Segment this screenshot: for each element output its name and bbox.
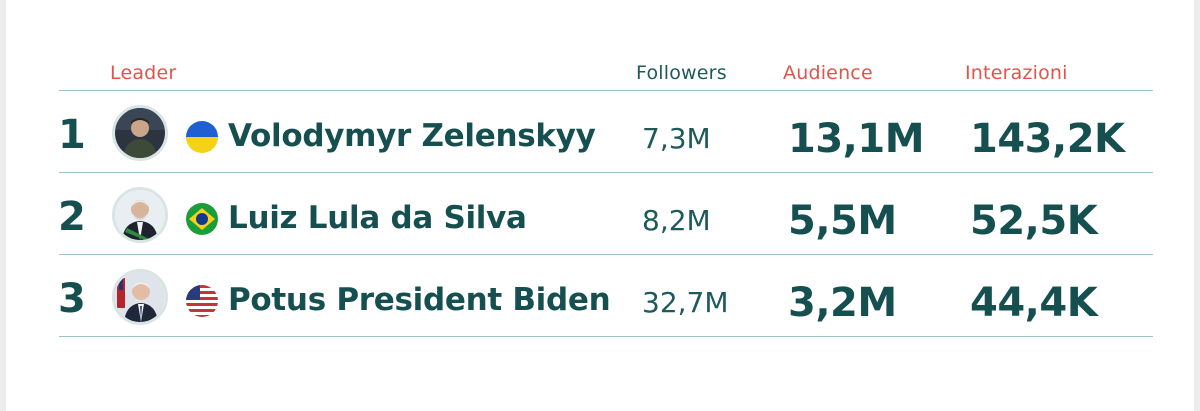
avatar <box>112 105 168 161</box>
interactions-value: 143,2K <box>970 116 1125 162</box>
divider <box>59 254 1153 255</box>
table-row: 1 Volodymyr Zelenskyy 7,3M 13,1M 143,2K <box>6 96 1194 178</box>
audience-value: 5,5M <box>788 198 897 244</box>
usa-flag-icon <box>186 285 218 317</box>
rank-number: 2 <box>58 194 86 240</box>
ukraine-flag-icon <box>186 121 218 153</box>
brazil-flag-icon <box>186 203 218 235</box>
leader-portrait-icon <box>115 190 165 240</box>
interactions-value: 44,4K <box>970 280 1098 326</box>
divider <box>59 336 1153 337</box>
avatar <box>112 187 168 243</box>
header-leader: Leader <box>110 62 177 84</box>
followers-value: 8,2M <box>642 204 711 237</box>
leader-portrait-icon <box>115 272 165 322</box>
leader-name: Volodymyr Zelenskyy <box>228 118 596 154</box>
table-row: 3 Po <box>6 260 1194 342</box>
leader-portrait-icon <box>115 108 165 158</box>
audience-value: 13,1M <box>788 116 925 162</box>
audience-value: 3,2M <box>788 280 897 326</box>
interactions-value: 52,5K <box>970 198 1098 244</box>
avatar <box>112 269 168 325</box>
rank-number: 3 <box>58 276 86 322</box>
header-followers: Followers <box>636 62 727 84</box>
header-interactions: Interazioni <box>965 62 1068 84</box>
followers-value: 32,7M <box>642 286 729 319</box>
table-row: 2 Luiz Lula da Silva 8,2M 5,5M 52,5K <box>6 178 1194 260</box>
rank-number: 1 <box>58 112 86 158</box>
header-audience: Audience <box>783 62 873 84</box>
followers-value: 7,3M <box>642 122 711 155</box>
leaders-table-card: Leader Followers Audience Interazioni 1 … <box>6 0 1194 411</box>
leader-name: Luiz Lula da Silva <box>228 200 527 236</box>
divider <box>59 90 1153 91</box>
leader-name: Potus President Biden <box>228 282 611 318</box>
divider <box>59 172 1153 173</box>
